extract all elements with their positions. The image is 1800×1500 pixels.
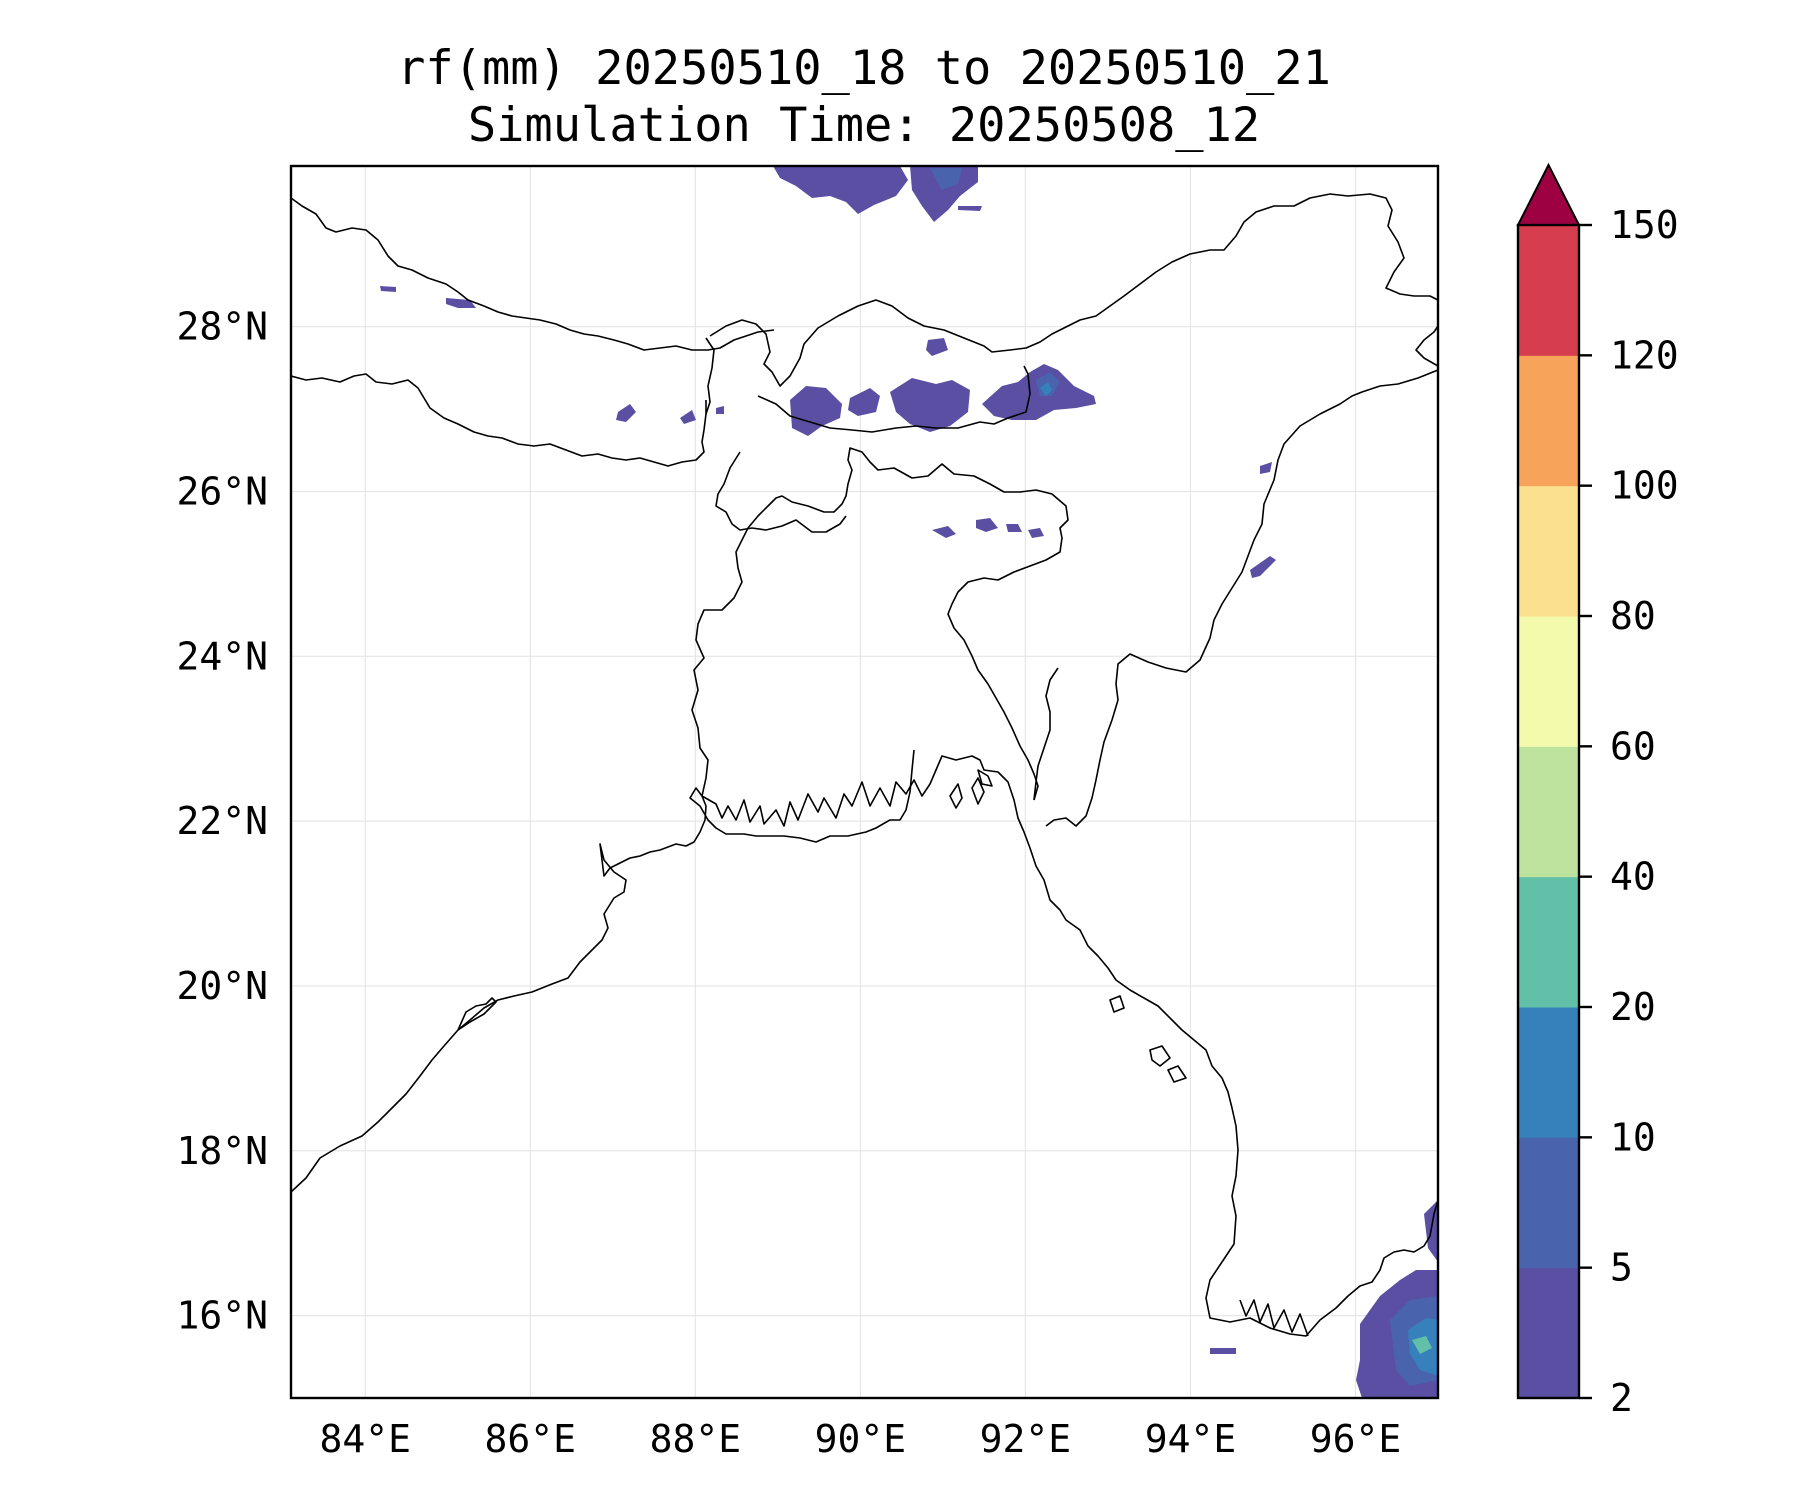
rain-area-nepal-3 [616,404,636,422]
rain-area-meghalaya-4 [1028,528,1044,538]
colorbar-tick-label: 150 [1610,203,1679,247]
lon-tick-label: 92°E [980,1417,1072,1461]
colorbar-bins [1518,225,1579,1399]
lon-tick-label: 88°E [650,1417,742,1461]
sundarbans-islands [949,769,993,809]
colorbar-bin [1518,876,1579,1008]
map-background [291,166,1438,1398]
rain-area-bhutan-1 [790,386,842,436]
rain-area-tibet-2 [910,166,978,222]
lat-tick-label: 16°N [176,1294,268,1338]
rain-area-tibet-3 [930,168,962,190]
lat-tick-label: 18°N [176,1129,268,1173]
colorbar-bin [1518,1137,1579,1269]
india-east-coast [291,749,915,1193]
map-border [289,164,1440,1400]
colorbar-tick-label: 10 [1610,1115,1656,1159]
colorbar-bin [1518,225,1579,356]
colorbar: 2 5 10 20 40 60 80 100 120 150 [1516,162,1679,1420]
rain-area-myanmar-6 [1210,1348,1236,1354]
lon-tick-label: 84°E [320,1417,412,1461]
rainfall-layer [380,166,1438,1398]
bangladesh-border [691,447,1069,801]
colorbar-bin [1518,355,1579,487]
myanmar-border-west [1415,325,1438,367]
lat-tick-label: 28°N [176,305,268,349]
bhutan-south-border [757,365,1031,433]
rain-area-nepal-5 [716,406,724,414]
colorbar-tick-label: 100 [1610,464,1679,508]
northeast-india-inner [1033,667,1059,801]
india-north-border [291,197,775,351]
rain-area-bhutan-2 [848,388,880,416]
chart-title-line2: Simulation Time: 20250508_12 [468,98,1260,153]
arakan-islands [1109,995,1187,1083]
colorbar-bin [1518,1007,1579,1138]
colorbar-frame [1516,223,1581,1400]
colorbar-bin [1518,746,1579,878]
bay-coast-bangladesh [701,755,1438,1337]
colorbar-tick-label: 80 [1610,594,1656,638]
map-gridlines [291,166,1438,1398]
colorbar-tick-label: 120 [1610,333,1679,377]
assam-border [1045,369,1438,827]
latitude-tick-labels: 16°N 18°N 20°N 22°N 24°N 26°N 28°N [176,305,268,1338]
rain-area-myanmar-4 [1412,1336,1432,1354]
coastlines-borders [291,193,1438,1337]
bangladesh-west-border-north [715,451,847,533]
colorbar-extend-arrow [1516,162,1581,226]
colorbar-tick-label: 2 [1610,1376,1633,1420]
sikkim-bhutan-border [705,193,1438,415]
lon-tick-label: 96°E [1310,1417,1402,1461]
colorbar-bin [1518,616,1579,747]
rain-area-meghalaya-3 [1006,524,1022,532]
lat-tick-label: 26°N [176,470,268,514]
rain-area-tibet-1 [773,166,908,214]
colorbar-tick-label: 5 [1610,1246,1633,1290]
rain-area-bhutan-4 [926,338,948,356]
rain-area-nepal-4 [680,410,696,424]
colorbar-ticks: 2 5 10 20 40 60 80 100 120 150 [1579,203,1679,1420]
colorbar-bin [1518,485,1579,617]
odisha-coast-detail [457,997,497,1031]
lon-tick-label: 86°E [485,1417,577,1461]
lon-tick-label: 94°E [1145,1417,1237,1461]
colorbar-tick-label: 60 [1610,724,1656,768]
rain-area-tibet-4 [958,206,982,211]
rain-area-meghalaya-2 [976,518,998,532]
colorbar-tick-label: 40 [1610,855,1656,899]
lon-tick-label: 90°E [815,1417,907,1461]
rain-area-meghalaya-1 [932,526,956,538]
myanmar-coast-inlets [1239,1299,1309,1337]
colorbar-tick-label: 20 [1610,985,1656,1029]
lat-tick-label: 24°N [176,634,268,678]
rain-area-arunachal-3 [1040,382,1052,396]
rain-area-manipur-1 [1250,556,1276,578]
longitude-tick-labels: 84°E 86°E 88°E 90°E 92°E 94°E 96°E [320,1417,1402,1461]
nepal-south-border [291,373,707,467]
rain-area-bhutan-3 [890,378,970,432]
lat-tick-label: 22°N [176,799,268,843]
rain-area-manipur-2 [1260,462,1272,474]
rain-area-nepal-1 [380,286,396,292]
colorbar-bin [1518,1267,1579,1399]
lat-tick-label: 20°N [176,964,268,1008]
chart-title-line1: rf(mm) 20250510_18 to 20250510_21 [397,41,1331,96]
map-panel [291,166,1438,1398]
